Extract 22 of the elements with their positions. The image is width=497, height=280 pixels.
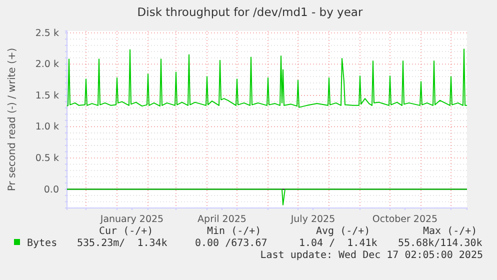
y-tick-label: 2.0 k	[35, 59, 60, 70]
y-axis-title: Pr second read (-) / write (+)	[7, 48, 18, 192]
y-tick-label: 0.5 k	[35, 153, 60, 164]
text: Last update: Wed Dec 17 02:05:00 2025	[260, 250, 483, 261]
text: 535.23m/ 1.34k	[77, 238, 168, 249]
text: Avg (-/+)	[316, 226, 370, 237]
x-tick-label: January 2025	[99, 214, 164, 225]
text: 55.68k/114.30k	[398, 238, 482, 249]
y-tick-label: 0.0	[44, 184, 59, 196]
text: 0.00 /673.67	[195, 238, 268, 249]
text: Cur (-/+)	[99, 226, 154, 237]
text: Max (-/+)	[423, 226, 478, 237]
y-tick-label: 2.5 k	[35, 28, 60, 39]
x-tick-label: October 2025	[372, 214, 438, 225]
y-tick-label: 1.5 k	[35, 90, 60, 102]
text: 1.04 / 1.41k	[299, 238, 378, 249]
y-tick-label: 1.0 k	[35, 122, 60, 133]
x-tick-label: July 2025	[290, 214, 336, 225]
legend-label: Bytes	[27, 238, 58, 249]
chart-title: Disk throughput for /dev/md1 - by year	[137, 5, 363, 19]
text: Min (-/+)	[207, 226, 262, 237]
x-tick-label: April 2025	[198, 214, 246, 225]
